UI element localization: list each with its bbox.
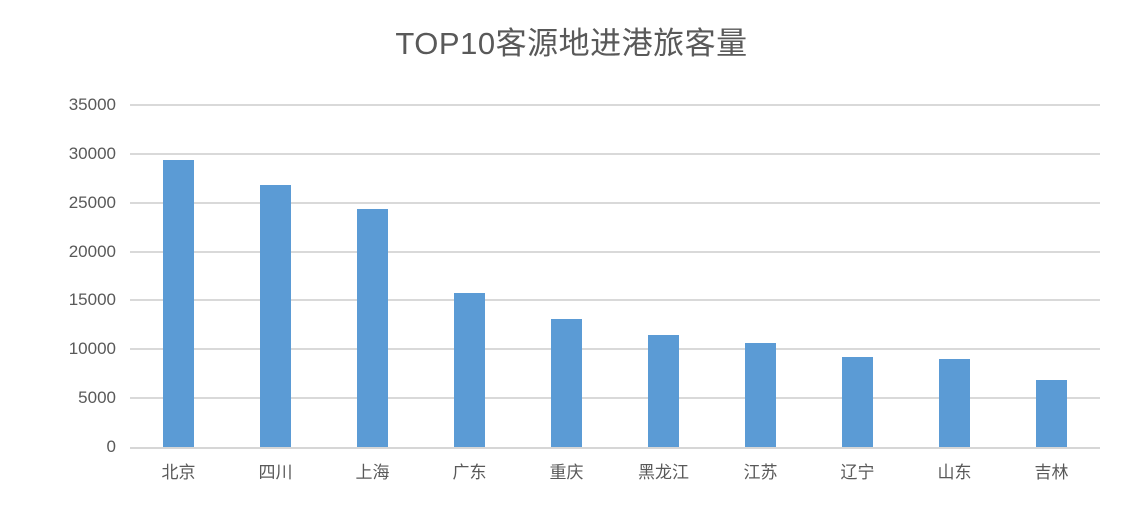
y-tick-label: 5000	[78, 388, 116, 408]
bar-8	[939, 359, 970, 447]
y-axis-labels: 0 5000 10000 15000 20000 25000 30000 35000	[0, 0, 116, 524]
chart-title: TOP10客源地进港旅客量	[395, 26, 748, 61]
bar-4	[551, 319, 582, 447]
bar-6	[745, 343, 776, 447]
x-axis-labels: 北京 四川 上海 广东 重庆 黑龙江 江苏 辽宁 山东 吉林	[130, 461, 1100, 485]
x-category-label: 广东	[452, 463, 487, 482]
bar-3	[454, 292, 485, 447]
x-category-label: 上海	[355, 463, 390, 482]
bar-9	[1036, 379, 1067, 447]
y-tick-label: 20000	[68, 241, 116, 261]
bar-0	[163, 159, 194, 447]
gridline	[130, 348, 1100, 351]
x-axis-line	[130, 447, 1100, 449]
x-category-label: 山东	[937, 463, 972, 482]
gridline	[130, 397, 1100, 400]
x-category-label: 四川	[258, 463, 293, 482]
y-tick-label: 0	[106, 437, 116, 456]
x-category-label: 黑龙江	[638, 463, 689, 482]
gridline	[130, 152, 1100, 155]
y-tick-label: 30000	[68, 143, 116, 163]
bar-5	[648, 334, 679, 447]
x-category-label: 重庆	[549, 463, 584, 482]
x-category-label: 辽宁	[840, 463, 875, 482]
gridline	[130, 104, 1100, 106]
y-tick-label: 15000	[68, 290, 116, 310]
x-category-label: 吉林	[1034, 463, 1069, 482]
gridline	[130, 250, 1100, 253]
y-tick-label: 10000	[68, 339, 116, 359]
x-category-label: 江苏	[743, 463, 778, 482]
y-tick-label: 25000	[68, 192, 116, 212]
x-category-label: 北京	[161, 463, 196, 482]
plot-area	[130, 104, 1100, 449]
bar-1	[260, 185, 291, 447]
bar-2	[357, 208, 388, 447]
bar-7	[842, 357, 873, 447]
gridline	[130, 299, 1100, 302]
y-tick-label: 35000	[68, 95, 116, 114]
gridline	[130, 201, 1100, 204]
